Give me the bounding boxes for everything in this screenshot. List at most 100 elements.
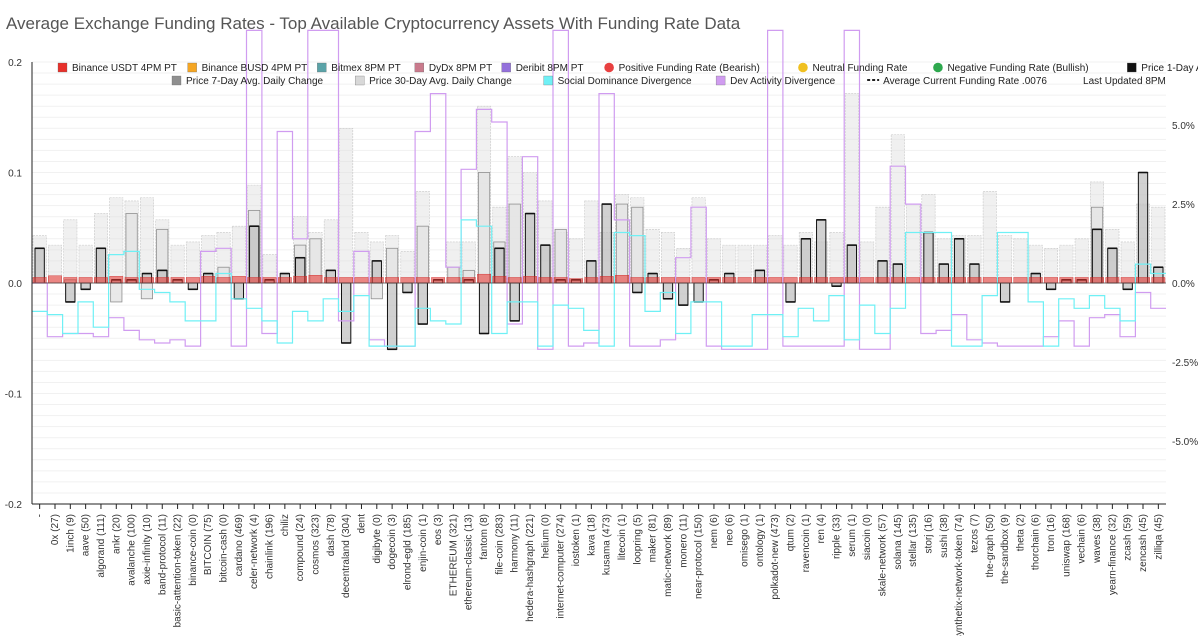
bar-price-1d — [693, 282, 704, 303]
legend-swatch — [933, 62, 943, 73]
bar-price-1d — [65, 282, 76, 303]
x-tick-label: axie-infinity (10) — [142, 514, 153, 585]
x-tick-label: skale-network (57) — [878, 514, 889, 596]
y2-tick-label: -5.0% — [1172, 437, 1198, 448]
bar-funding-rate — [431, 277, 445, 284]
bar-funding-rate — [339, 277, 354, 284]
x-tick-label: kusama (473) — [602, 514, 613, 575]
series-social-dominance-divergence — [32, 219, 1166, 347]
legend-label: Negative Funding Rate (Bullish) — [947, 63, 1088, 74]
bar-price-30d — [768, 235, 783, 284]
bar-price-30d — [691, 197, 706, 284]
x-tick-label: yearn-finance (32) — [1107, 514, 1118, 595]
bar-funding-rate — [477, 273, 491, 284]
bar-funding-rate — [262, 277, 277, 284]
bar-price-30d — [231, 225, 246, 284]
legend-swatch — [604, 62, 614, 73]
y2-tick-label: 0.0% — [1172, 279, 1195, 290]
bar-price-30d — [323, 219, 338, 284]
bar-price-30d — [660, 232, 675, 284]
x-tick-label: ethereum-classic (13) — [464, 514, 475, 610]
bar-price-30d — [339, 128, 354, 284]
x-tick-label: nem (6) — [709, 514, 720, 548]
x-tick-label: solana (145) — [893, 514, 904, 570]
x-tick-label: litecoin (1) — [617, 514, 628, 560]
bar-price-1d — [1045, 282, 1057, 290]
bar-funding-rate — [615, 275, 629, 284]
x-tick-label: bitcoin-cash (0) — [219, 514, 230, 582]
bar-funding-rate — [354, 277, 369, 284]
bar-funding-rate — [982, 277, 997, 284]
bar-funding-rate — [170, 277, 185, 284]
x-tick-label: helium (0) — [540, 514, 551, 558]
y2-tick-label: 5.0% — [1172, 121, 1195, 132]
y-tick-label: -0.1 — [5, 390, 23, 401]
bar-price-1d — [662, 282, 674, 300]
bar-funding-rate — [906, 277, 921, 284]
bar-price-1d — [340, 282, 352, 344]
bar-price-1d — [1091, 228, 1103, 284]
x-tick-label: ontology (1) — [755, 514, 766, 567]
x-tick-label: file-coin (283) — [494, 514, 505, 575]
bar-funding-rate — [94, 277, 108, 284]
bar-price-7d — [615, 203, 629, 284]
bar-funding-rate — [461, 277, 476, 284]
bar-funding-rate — [1044, 277, 1058, 284]
x-tick-label: kava (18) — [586, 514, 597, 556]
legend-swatch — [317, 62, 327, 73]
legend-label: Binance BUSD 4PM PT — [202, 63, 308, 74]
bar-price-30d — [109, 197, 124, 284]
bar-price-1d — [417, 282, 428, 325]
bar-funding-rate — [155, 277, 170, 284]
legend-label: Price 1-Day Avg. Daily Change — [1141, 63, 1198, 74]
bar-price-1d — [785, 282, 796, 303]
bar-price-30d — [844, 93, 859, 284]
bar-funding-rate — [1013, 277, 1028, 284]
bar-funding-rate — [645, 277, 660, 284]
x-tick-label: tezos (7) — [969, 514, 980, 553]
legend-label: Price 30-Day Avg. Daily Change — [369, 76, 512, 87]
x-tick-label: enjin-coin (1) — [418, 514, 429, 572]
bar-funding-rate — [722, 277, 737, 284]
x-tick-label: hedera-hashgraph (221) — [525, 514, 536, 622]
x-tick-label: omisego (1) — [740, 514, 751, 567]
bar-price-30d — [860, 241, 875, 284]
y-tick-label: 0.0 — [8, 279, 22, 290]
x-tick-label: ETHEREUM (321) — [448, 514, 459, 596]
bar-price-1d — [800, 238, 812, 284]
y-tick-label: 0.2 — [8, 58, 22, 69]
x-tick-label: synthetix-network-token (74) — [954, 514, 965, 636]
x-tick-label: aave (50) — [81, 514, 92, 556]
bar-price-30d — [185, 241, 200, 284]
bar-price-1d — [249, 225, 260, 284]
legend-label: Dev Activity Divergence — [730, 76, 835, 87]
bar-funding-rate — [691, 277, 706, 284]
bar-funding-rate — [799, 277, 813, 284]
bar-funding-rate — [109, 276, 124, 284]
bar-price-30d — [998, 235, 1013, 284]
bar-funding-rate — [1105, 277, 1120, 284]
bar-price-30d — [890, 134, 905, 284]
legend-label: Binance USDT 4PM PT — [72, 63, 177, 74]
x-tick-label: dent — [356, 514, 367, 534]
bar-funding-rate — [998, 277, 1012, 284]
legend-label: Last Updated 8PM — [1083, 76, 1166, 87]
x-tick-label: cardano (469) — [234, 514, 245, 576]
x-tick-label: the-sandbox (9) — [1000, 514, 1011, 584]
bar-funding-rate — [446, 277, 461, 284]
bar-funding-rate — [936, 277, 951, 284]
bar-price-1d — [233, 282, 245, 300]
series-dev-activity-divergence — [32, 29, 1166, 350]
x-tick-label: digibyte (0) — [372, 514, 383, 563]
x-tick-label: serum (1) — [847, 514, 858, 557]
y-tick-label: -0.2 — [5, 500, 23, 511]
legend-label: Social Dominance Divergence — [558, 76, 692, 87]
bar-funding-rate — [1151, 277, 1166, 284]
bar-price-7d — [416, 225, 429, 284]
bar-funding-rate — [124, 277, 139, 284]
bar-funding-rate — [860, 277, 875, 284]
bar-price-30d — [1120, 241, 1135, 284]
x-tick-label: thorchain (6) — [1031, 514, 1042, 570]
bar-funding-rate — [584, 277, 599, 284]
legend-label: Average Current Funding Rate .0076 — [883, 76, 1047, 87]
